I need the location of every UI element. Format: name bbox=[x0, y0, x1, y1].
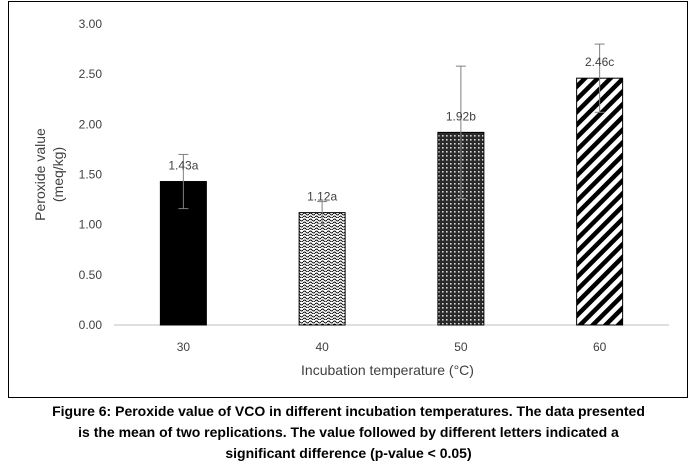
chart-frame: 0.00 0.50 1.00 1.50 2.00 2.50 3.00 Peroxide val… bbox=[8, 1, 688, 398]
y-axis-title-line-1: Peroxide value bbox=[32, 128, 48, 221]
y-tick-label: 2.50 bbox=[79, 67, 103, 81]
x-tick-label: 60 bbox=[593, 340, 607, 354]
y-axis-title-line-2: (meq/kg) bbox=[50, 147, 66, 202]
x-tick-label: 30 bbox=[177, 340, 191, 354]
data-label: 2.46c bbox=[585, 55, 614, 69]
data-label: 1.92b bbox=[446, 109, 476, 123]
y-tick-label: 0.50 bbox=[79, 268, 103, 282]
x-axis-title: Incubation temperature (°C) bbox=[301, 362, 474, 378]
y-tick-label: 1.00 bbox=[79, 218, 103, 232]
y-tick-label: 0.00 bbox=[79, 318, 103, 332]
x-tick-label: 40 bbox=[315, 340, 329, 354]
bar bbox=[298, 212, 346, 326]
data-label: 1.43a bbox=[168, 159, 198, 173]
bar-chart: 0.00 0.50 1.00 1.50 2.00 2.50 3.00 Peroxide val… bbox=[32, 17, 669, 378]
caption-line-2: is the mean of two replications. The val… bbox=[78, 424, 619, 440]
caption-line-1: Figure 6: Peroxide value of VCO in diffe… bbox=[52, 403, 645, 419]
y-axis-title: Peroxide value (meq/kg) bbox=[32, 128, 66, 221]
y-tick-label: 2.00 bbox=[79, 117, 103, 131]
y-tick-label: 1.50 bbox=[79, 168, 103, 182]
data-label: 1.12a bbox=[307, 190, 337, 204]
caption-line-3: significant difference (p-value < 0.05) bbox=[225, 445, 472, 461]
y-tick-label: 3.00 bbox=[79, 17, 103, 31]
bar bbox=[576, 77, 624, 326]
x-tick-label: 50 bbox=[454, 340, 468, 354]
figure-caption: Figure 6: Peroxide value of VCO in diffe… bbox=[0, 401, 697, 464]
